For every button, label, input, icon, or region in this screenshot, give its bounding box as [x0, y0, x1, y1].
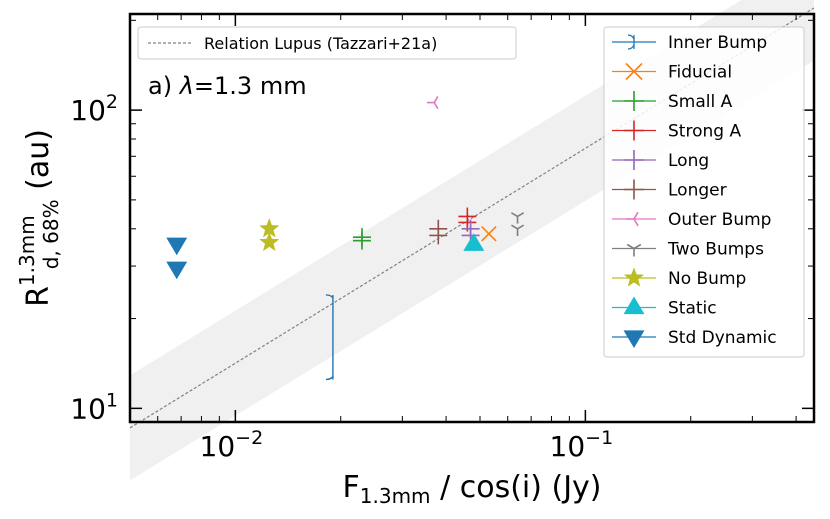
point-longer-2 [429, 226, 448, 245]
panel-annotation: a) λ=1.3 mm [148, 72, 307, 100]
legend-label-static: Static [668, 299, 717, 319]
legend-marker-two-bumps [626, 243, 642, 257]
series-longer [429, 219, 448, 245]
x-axis-label: F1.3mm / cos(i) (Jy) [343, 470, 602, 508]
legend-label-long: Long [668, 151, 709, 171]
legend-label-no-bump: No Bump [668, 269, 746, 289]
series-strong-a [458, 207, 477, 232]
point-no-bump-2 [259, 231, 280, 252]
point-static-1 [463, 233, 485, 251]
legend-marker-inner-bump [627, 34, 635, 50]
legend-marker-small-a [624, 91, 644, 111]
series-static [463, 233, 485, 251]
legend-label-outer-bump: Outer Bump [668, 210, 771, 230]
legend-label-small-a: Small A [668, 92, 733, 112]
y-tick-label-1: 101 [70, 389, 118, 425]
series-two-bumps [511, 212, 525, 236]
legend-relation-label: Relation Lupus (Tazzari+21a) [204, 34, 437, 53]
legend-item-long: Long [612, 150, 709, 171]
legend-item-two-bumps: Two Bumps [612, 240, 764, 260]
legend-marker-static [623, 296, 645, 315]
point-two-bumps-2 [511, 224, 525, 236]
legend-item-outer-bump: Outer Bump [612, 210, 771, 230]
legend-item-no-bump: No Bump [612, 267, 746, 289]
series-std-dynamic [166, 237, 188, 280]
legend-series: Inner Bump Fiducial Small A Strong A Long Lon… [603, 26, 805, 358]
legend-label-inner-bump: Inner Bump [668, 33, 767, 53]
legend-label-fiducial: Fiducial [668, 63, 732, 83]
series-no-bump [259, 218, 280, 252]
point-inner-bump-1 [325, 294, 334, 381]
legend-marker-no-bump [623, 267, 645, 287]
legend-label-strong-a: Strong A [668, 122, 741, 142]
point-two-bumps-1 [511, 212, 525, 224]
legend-item-strong-a: Strong A [612, 120, 741, 142]
point-outer-bump-1 [427, 96, 439, 110]
legend-marker-std-dynamic [623, 330, 645, 348]
x-tick-label-2: 10−1 [550, 427, 614, 463]
series-inner-bump [325, 294, 334, 381]
x-tick-label-1: 10−2 [200, 427, 264, 463]
legend-item-small-a: Small A [612, 91, 733, 112]
legend-item-inner-bump: Inner Bump [612, 33, 767, 53]
legend-item-static: Static [612, 296, 717, 319]
legend-label-two-bumps: Two Bumps [667, 240, 764, 260]
plot-frame [128, 12, 816, 424]
legend-item-fiducial: Fiducial [612, 63, 732, 83]
legend-marker-strong-a [624, 120, 644, 141]
legend-label-longer: Longer [668, 181, 727, 201]
point-std-dynamic-2 [166, 261, 188, 280]
legend-marker-long [624, 150, 644, 170]
legend-marker-outer-bump [626, 211, 639, 227]
legend-relation: Relation Lupus (Tazzari+21a) [137, 26, 517, 60]
y-axis-label: R1.3mmd, 68% (au) [15, 129, 63, 307]
legend-marker-longer [624, 179, 644, 200]
series-small-a [352, 228, 371, 250]
legend-item-std-dynamic: Std Dynamic [612, 328, 777, 348]
relation-line [129, 7, 815, 429]
legend-marker-fiducial [625, 62, 643, 81]
point-fiducial-1 [481, 225, 497, 242]
legend-item-longer: Longer [612, 179, 727, 201]
legend-label-std-dynamic: Std Dynamic [668, 328, 777, 348]
point-std-dynamic-1 [166, 237, 188, 256]
series-fiducial [481, 225, 497, 242]
y-tick-label-2: 102 [70, 91, 118, 127]
series-outer-bump [427, 96, 439, 110]
point-small-a-2 [352, 231, 371, 250]
